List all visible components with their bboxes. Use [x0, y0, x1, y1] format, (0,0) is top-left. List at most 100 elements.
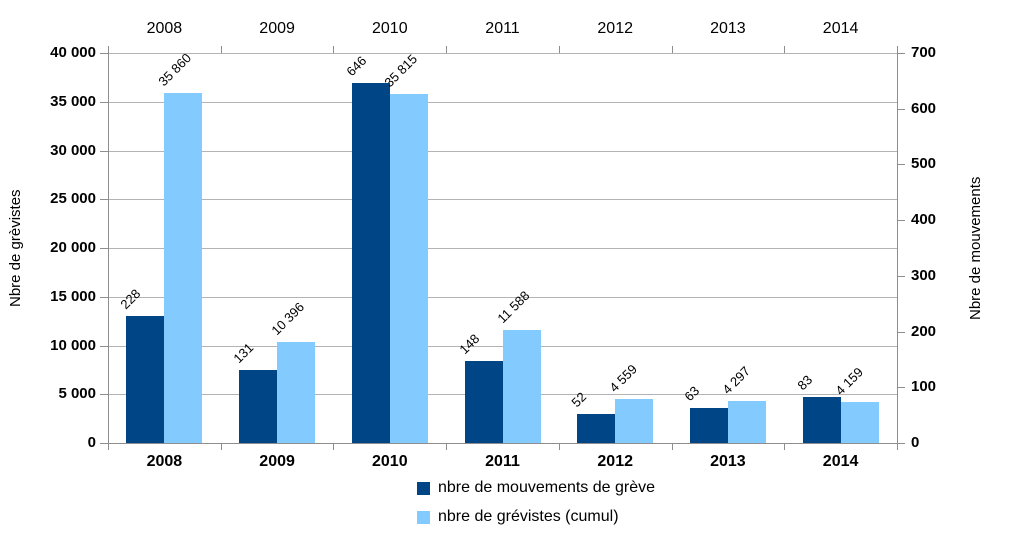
bottom-axis-tick	[784, 443, 786, 450]
gridline	[108, 199, 897, 201]
bottom-axis-tick	[671, 443, 673, 450]
right-axis-tick	[897, 108, 905, 110]
right-axis-tick	[897, 275, 905, 277]
right-axis-tick	[897, 443, 905, 444]
right-axis-tick-label: 300	[911, 266, 937, 284]
bar-grevistes	[615, 398, 654, 443]
y-axis-line	[108, 46, 109, 450]
top-axis-tick	[333, 46, 335, 53]
top-category-label: 2008	[146, 20, 183, 37]
bottom-category-label: 2013	[710, 453, 746, 470]
left-axis-tick	[100, 248, 108, 249]
top-axis-tick	[446, 46, 448, 53]
left-axis-tick	[100, 101, 108, 103]
bottom-category-label: 2012	[597, 453, 633, 470]
left-axis-tick	[100, 443, 108, 444]
bottom-axis-tick	[558, 443, 560, 450]
left-axis-tick-label: 15 000	[50, 287, 96, 305]
bar-mouvements	[126, 316, 165, 443]
left-axis-tick-label: 35 000	[50, 92, 96, 110]
bar-value-label: 83	[793, 371, 815, 393]
bar-mouvements	[239, 370, 278, 443]
gridline	[108, 101, 897, 103]
bar-mouvements	[351, 83, 390, 443]
left-axis-title: Nbre de grèvistes	[7, 189, 24, 307]
gridline	[108, 248, 897, 249]
top-category-label: 2012	[597, 20, 633, 37]
left-axis-tick	[100, 296, 108, 298]
top-axis-tick	[671, 46, 673, 53]
bar-value-label: 148	[455, 330, 482, 357]
bar-value-label: 228	[117, 286, 144, 312]
left-axis-tick-label: 10 000	[50, 336, 96, 354]
left-axis-tick	[100, 199, 108, 201]
bar-grevistes	[389, 93, 428, 443]
bar-mouvements	[689, 407, 728, 443]
bar-value-label: 35 815	[381, 51, 420, 90]
bottom-category-label: 2009	[259, 453, 295, 470]
bar-value-label: 4 297	[719, 363, 753, 398]
top-axis-tick	[220, 46, 222, 53]
left-axis-tick-label: 20 000	[50, 239, 96, 256]
left-axis-tick-label: 25 000	[50, 190, 96, 208]
plot-right-border	[897, 46, 898, 450]
top-category-label: 2011	[485, 20, 520, 37]
right-axis-tick-label: 0	[911, 434, 920, 451]
left-axis-tick-label: 5 000	[58, 385, 96, 403]
left-axis-tick-label: 0	[87, 434, 96, 451]
bottom-category-label: 2008	[146, 453, 183, 470]
left-axis-tick	[100, 53, 108, 54]
bar-value-label: 63	[681, 383, 703, 404]
top-axis-tick	[784, 46, 786, 53]
bar-grevistes	[727, 401, 766, 443]
bar-value-label: 10 396	[268, 298, 308, 338]
bar-value-label: 4 559	[606, 360, 641, 395]
bottom-category-label: 2010	[372, 453, 408, 470]
bar-mouvements	[577, 414, 616, 443]
left-axis-tick	[100, 394, 108, 396]
top-category-label: 2014	[822, 20, 859, 37]
right-axis-tick-label: 600	[911, 99, 937, 117]
bottom-category-label: 2014	[822, 453, 859, 470]
right-axis-tick	[897, 164, 905, 166]
right-axis-tick-label: 500	[911, 155, 937, 173]
top-category-label: 2009	[259, 20, 295, 37]
bar-value-label: 11 588	[493, 287, 532, 326]
right-axis-tick	[897, 331, 905, 333]
right-axis-tick-label: 700	[911, 44, 937, 61]
top-category-label: 2010	[372, 20, 408, 37]
legend-entry: nbre de grévistes (cumul)	[417, 508, 677, 526]
left-axis-tick	[100, 150, 108, 152]
right-axis-tick	[897, 387, 905, 389]
right-axis-tick	[897, 220, 905, 222]
right-axis-tick-label: 400	[911, 211, 937, 229]
gridline	[108, 296, 897, 298]
bar-value-label: 646	[343, 53, 370, 80]
bar-value-label: 52	[568, 389, 590, 410]
bar-mouvements	[802, 396, 841, 443]
legend-label: nbre de mouvements de grève	[438, 479, 656, 496]
gridline	[108, 53, 897, 54]
right-axis-tick-label: 200	[911, 322, 937, 340]
left-axis-tick-label: 40 000	[50, 44, 96, 61]
bottom-axis-tick	[333, 443, 335, 450]
legend-label: nbre de grévistes (cumul)	[438, 508, 619, 525]
top-axis-tick	[558, 46, 560, 53]
bar-grevistes	[277, 341, 316, 443]
x-axis-line	[100, 443, 905, 444]
bottom-category-label: 2011	[485, 453, 520, 470]
bottom-axis-tick	[220, 443, 222, 450]
bar-grevistes	[840, 402, 879, 443]
right-axis-tick-label: 100	[911, 378, 937, 396]
bar-mouvements	[464, 360, 503, 443]
legend-swatch	[417, 511, 430, 524]
legend-swatch	[417, 482, 430, 495]
bottom-axis-tick	[446, 443, 448, 450]
right-axis-tick	[897, 53, 905, 54]
gridline	[108, 150, 897, 152]
left-axis-tick	[100, 345, 108, 347]
legend-entry: nbre de mouvements de grève	[417, 479, 677, 497]
bar-value-label: 35 860	[155, 50, 195, 90]
bar-grevistes	[502, 330, 541, 443]
